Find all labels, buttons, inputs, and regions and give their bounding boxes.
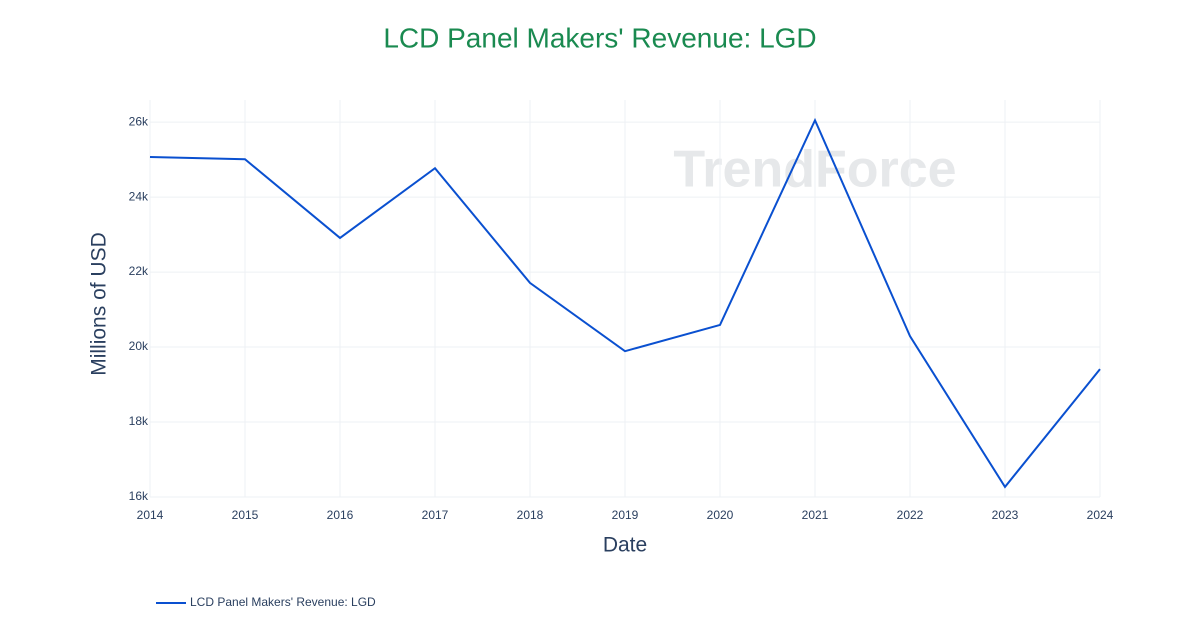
x-tick-label: 2019 [612, 508, 639, 522]
x-tick-label: 2024 [1087, 508, 1114, 522]
x-axis-title: Date [603, 534, 647, 557]
x-tick-label: 2015 [232, 508, 259, 522]
y-tick-label: 24k [129, 189, 149, 203]
y-tick-label: 18k [129, 414, 149, 428]
x-tick-label: 2020 [707, 508, 734, 522]
y-tick-label: 16k [129, 489, 149, 503]
y-tick-label: 22k [129, 264, 149, 278]
data-line [149, 117, 1101, 489]
x-tick-label: 2021 [802, 508, 829, 522]
chart-title: LCD Panel Makers' Revenue: LGD [383, 22, 816, 53]
x-tick-label: 2016 [327, 508, 354, 522]
y-tick-label: 26k [129, 114, 149, 128]
legend-label: LCD Panel Makers' Revenue: LGD [190, 595, 376, 609]
x-tick-label: 2022 [897, 508, 924, 522]
y-axis-title: Millions of USD [88, 232, 111, 376]
x-tick-label: 2014 [137, 508, 164, 522]
x-tick-label: 2017 [422, 508, 449, 522]
x-tick-label: 2018 [517, 508, 544, 522]
y-tick-label: 20k [129, 339, 149, 353]
x-tick-label: 2023 [992, 508, 1019, 522]
